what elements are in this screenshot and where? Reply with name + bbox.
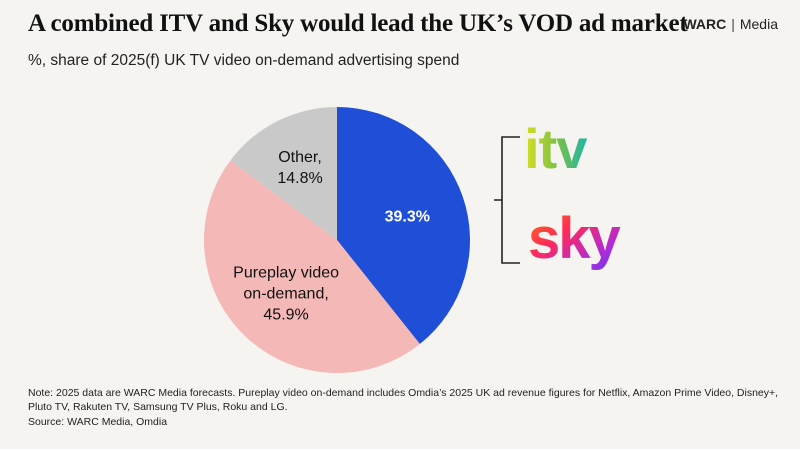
pie-label-other: Other, 14.8% <box>277 149 322 187</box>
pie-label-pureplay-video-on-demand: Pureplay video on-demand, 45.9% <box>233 265 339 324</box>
pie-labels: 39.3% Pureplay video on-demand, 45.9% Other,… <box>233 149 430 324</box>
pie-slices <box>204 107 471 373</box>
pie-slice-other <box>230 107 337 240</box>
footnote: Note: 2025 data are WARC Media forecasts… <box>28 387 779 413</box>
chart-subtitle: %, share of 2025(f) UK TV video on-deman… <box>28 52 460 69</box>
source-line: Source: WARC Media, Omdia <box>28 416 168 428</box>
brand-secondary: Media <box>739 16 778 32</box>
pie-slice-pureplay-video-on-demand <box>204 160 420 373</box>
bracket <box>494 136 520 264</box>
itv-logo: itv <box>524 117 587 180</box>
pie-label-itv-sky: 39.3% <box>385 208 430 225</box>
brand-logo: WARC | Media <box>683 16 778 32</box>
brand-divider: | <box>731 16 735 32</box>
sky-logo: sky <box>528 206 621 271</box>
chart-title: A combined ITV and Sky would lead the UK… <box>28 10 688 37</box>
brand-primary: WARC <box>683 16 727 32</box>
pie-slice-itv-sky <box>337 107 471 345</box>
